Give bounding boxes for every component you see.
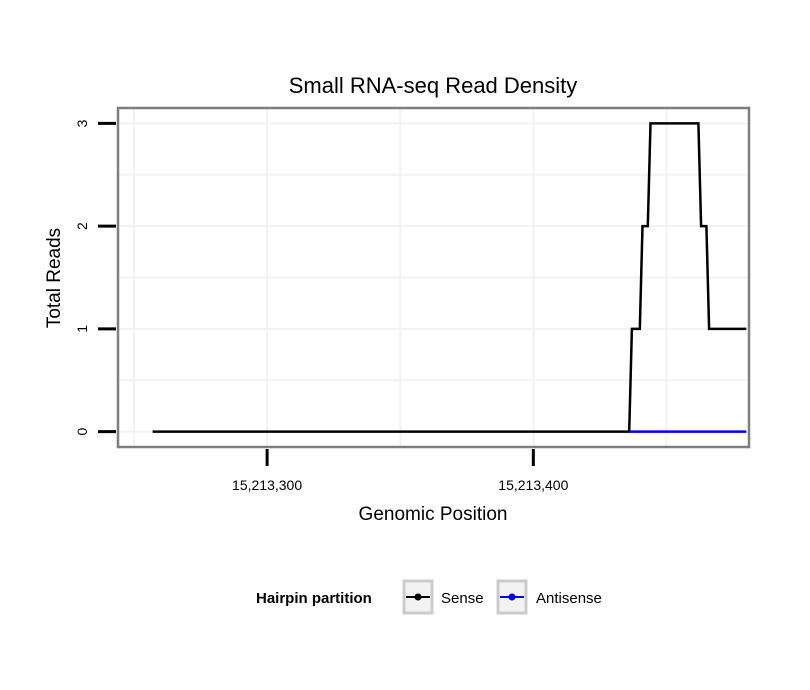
legend-title: Hairpin partition (256, 590, 372, 607)
y-axis-title: Total Reads (44, 228, 65, 328)
grid-lines (118, 108, 749, 447)
axis-ticks: 0 1 2 3 15,213,300 15,213,400 (74, 119, 569, 493)
legend-label-sense: Sense (441, 590, 484, 607)
legend-label-antisense: Antisense (536, 590, 602, 607)
y-tick-label: 2 (74, 222, 90, 230)
series-line-sense (152, 122, 747, 433)
legend-item-antisense: Antisense (496, 579, 602, 615)
x-tick-label: 15,213,400 (498, 477, 568, 493)
x-tick-label: 15,213,300 (232, 477, 302, 493)
chart-title: Small RNA-seq Read Density (289, 73, 578, 98)
x-axis-title: Genomic Position (359, 504, 508, 525)
series-layer (152, 122, 747, 433)
legend-key-point-antisense (508, 593, 516, 601)
legend: Hairpin partition Sense Antisense (256, 579, 602, 615)
plot-panel-border (116, 106, 751, 449)
y-tick-label: 1 (74, 325, 90, 333)
y-tick-label: 3 (74, 119, 90, 127)
y-tick-label: 0 (74, 427, 90, 435)
legend-key-point-sense (414, 593, 422, 601)
legend-item-sense: Sense (402, 579, 484, 615)
